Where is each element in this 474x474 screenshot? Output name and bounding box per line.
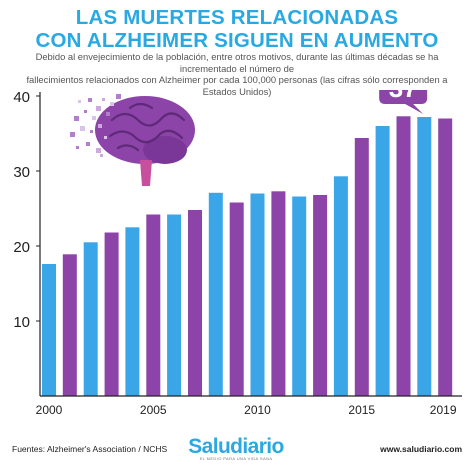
bar-2001 (62, 254, 77, 397)
brain-particle-3 (96, 106, 101, 111)
brain-cerebellum (143, 136, 187, 164)
title-line-1: LAS MUERTES RELACIONADAS (75, 6, 399, 29)
brand-name: Saludiario (188, 435, 284, 458)
chart-axes: 10 20 30 40 2000 2005 2010 2015 2019 (13, 90, 462, 417)
bar-2005 (146, 214, 161, 396)
y-tick-label-10: 10 (13, 314, 30, 331)
bar-2014 (333, 176, 348, 397)
bar-2011 (271, 191, 286, 397)
bar-2012 (292, 196, 307, 396)
brain-particle-2 (88, 98, 92, 102)
brain-particle-8 (106, 112, 110, 116)
brain-particle-4 (84, 110, 87, 113)
brain-particle-7 (102, 98, 105, 101)
x-tick-label-2019: 2019 (430, 403, 457, 417)
brain-particle-17 (110, 102, 114, 106)
source-note: Fuentes: Alzheimer's Association / NCHS (12, 444, 168, 454)
bar-2018 (417, 117, 432, 396)
page-title: LAS MUERTES RELACIONADAS CON ALZHEIMER S… (0, 6, 474, 52)
brain-particle-5 (92, 116, 96, 120)
bar-2019 (438, 118, 453, 396)
brain-particle-6 (74, 116, 79, 121)
brain-particle-10 (90, 130, 93, 133)
y-tick-label-40: 40 (13, 90, 30, 106)
brain-particle-13 (104, 136, 107, 139)
bar-2008 (208, 192, 223, 397)
bar-2000 (42, 264, 56, 396)
website-link[interactable]: www.saludiario.com (380, 444, 462, 454)
bar-2009 (229, 202, 244, 396)
bar-2004 (125, 227, 140, 397)
subtitle-line-2: fallecimientos relacionados con Alzheime… (26, 74, 448, 97)
bar-2006 (167, 214, 182, 396)
page-subtitle: Debido al envejecimiento de la población… (10, 51, 464, 97)
x-tick-label-2000: 2000 (36, 403, 63, 417)
bar-2007 (188, 210, 202, 396)
brain-stem (140, 160, 152, 186)
brain-fold-2 (108, 129, 184, 144)
bar-chart: 10 20 30 40 2000 2005 2010 2015 2019 37 (13, 90, 462, 417)
brain-particle-15 (96, 148, 101, 153)
callout-shape (379, 90, 428, 114)
brain-particle-12 (70, 132, 75, 137)
bar-2017 (396, 116, 411, 397)
bar-2015 (354, 138, 369, 396)
brain-particle-11 (98, 124, 102, 128)
y-tick-label-30: 30 (13, 164, 30, 181)
brain-particle-19 (100, 154, 103, 157)
y-tick-label-20: 20 (13, 239, 30, 256)
bar-series (42, 116, 453, 397)
brain-fold-4 (116, 144, 140, 152)
brain-fold-1 (110, 112, 186, 127)
x-tick-label-2010: 2010 (244, 403, 271, 417)
brain-fold-3 (128, 102, 154, 110)
x-tick-label-2015: 2015 (348, 403, 375, 417)
brain-particle-1 (78, 100, 81, 103)
subtitle-line-1: Debido al envejecimiento de la población… (35, 51, 439, 74)
bar-2013 (313, 195, 328, 396)
brand-tagline: EL MEDIO PARA UNA VIDA SANA (199, 456, 273, 461)
brain-particle-18 (116, 94, 121, 99)
brain-particle-14 (86, 142, 90, 146)
bar-2002 (83, 242, 98, 397)
bar-2016 (375, 126, 390, 396)
bar-2010 (250, 193, 265, 396)
callout-label: 37 (389, 90, 418, 103)
brain-particle-9 (80, 126, 85, 131)
callout-bubble: 37 (379, 90, 428, 114)
title-line-2: CON ALZHEIMER SIGUEN EN AUMENTO (35, 29, 439, 52)
x-tick-label-2005: 2005 (140, 403, 167, 417)
brain-particle-16 (76, 146, 79, 149)
bar-2003 (104, 232, 119, 396)
brain-icon (70, 94, 195, 186)
brand-logo: Saludiario EL MEDIO PARA UNA VIDA SANA (186, 435, 286, 462)
